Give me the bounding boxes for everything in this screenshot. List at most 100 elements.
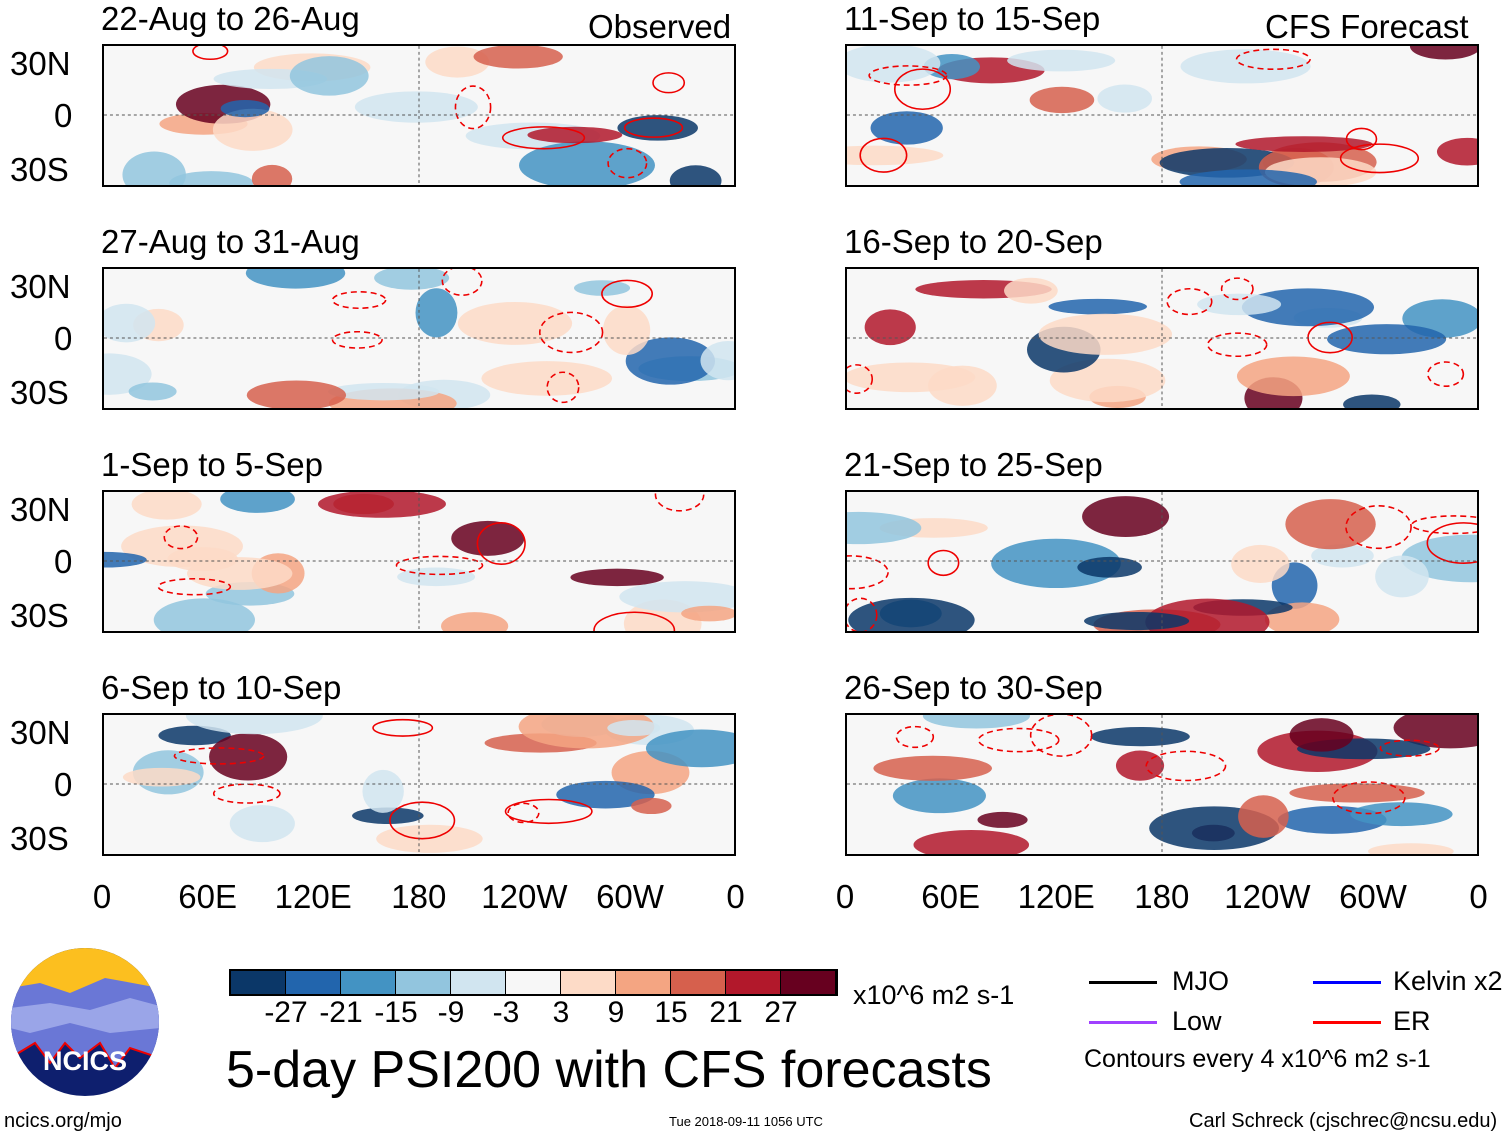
footer-timestamp: Tue 2018-09-11 1056 UTC: [669, 1114, 823, 1129]
footer-url[interactable]: ncics.org/mjo: [4, 1110, 122, 1132]
legend-kelvin-line: [1313, 981, 1381, 984]
anomaly-blob: [1375, 555, 1429, 598]
er-contour: [593, 611, 676, 631]
anomaly-blob: [864, 309, 916, 346]
anomaly-blob: [185, 715, 323, 735]
anomaly-blob: [991, 538, 1121, 589]
colorbar-tick-label: 21: [709, 996, 743, 1029]
anomaly-blob: [131, 492, 202, 520]
anomaly-blob: [602, 305, 651, 355]
er-contour: [538, 311, 604, 354]
anomaly-blob: [481, 361, 613, 396]
colorbar-swatch: [231, 971, 286, 994]
anomaly-blob: [617, 115, 698, 141]
observed-panel-title: 22-Aug to 26-Aug: [101, 0, 360, 37]
er-contour: [1411, 515, 1477, 535]
lon-tick-label: 60E: [921, 878, 980, 915]
er-contour: [504, 798, 593, 825]
er-contour: [157, 578, 232, 596]
er-contour: [652, 72, 686, 94]
anomaly-blob: [847, 362, 976, 393]
anomaly-blob: [700, 340, 734, 381]
er-contour: [1379, 739, 1440, 757]
observed-panel-title: 27-Aug to 31-Aug: [101, 223, 360, 260]
anomaly-blob: [317, 492, 446, 518]
anomaly-blob: [251, 164, 293, 185]
colorbar-swatch: [506, 971, 561, 994]
anomaly-blob: [374, 269, 450, 290]
svg-text:NCICS: NCICS: [43, 1046, 127, 1076]
anomaly-blob: [327, 382, 440, 401]
er-contour: [192, 46, 229, 61]
lon-tick-label: 0: [726, 878, 745, 915]
er-contour: [1345, 127, 1378, 151]
colorbar-tick-label: 9: [607, 996, 625, 1029]
colorbar-swatch: [561, 971, 616, 994]
figure-title: 5-day PSI200 with CFS forecasts: [226, 1041, 992, 1099]
anomaly-blob: [362, 769, 404, 813]
lat-tick-label: 30S: [10, 597, 69, 634]
anomaly-blob: [847, 511, 922, 545]
er-contour: [389, 801, 456, 840]
er-contour: [1345, 505, 1412, 550]
er-contour: [847, 364, 874, 394]
anomaly-blob: [1180, 49, 1311, 84]
anomaly-blob: [220, 492, 295, 513]
lon-tick-label: 180: [391, 878, 447, 915]
anomaly-blob: [229, 805, 295, 843]
observed-map-panel: [102, 490, 736, 633]
colorbar-tick-label: -21: [319, 996, 363, 1029]
anomaly-blob: [122, 767, 201, 787]
colorbar-swatch: [396, 971, 451, 994]
anomaly-blob: [645, 729, 734, 768]
er-contour: [868, 65, 948, 86]
anomaly-blob: [681, 605, 734, 622]
lat-tick-label: 30S: [10, 820, 69, 857]
anomaly-blob: [186, 557, 293, 590]
lon-tick-label: 120E: [274, 878, 352, 915]
legend-kelvin: Kelvin x2: [1393, 966, 1503, 996]
legend-low-line: [1089, 1021, 1157, 1024]
colorbar-swatch: [726, 971, 781, 994]
er-contour: [1426, 522, 1477, 564]
colorbar-tick-label: -3: [492, 996, 520, 1029]
er-contour: [895, 725, 935, 749]
colorbar-tick-label: -15: [374, 996, 418, 1029]
er-contour: [1145, 750, 1227, 782]
ncics-logo: NCICS: [11, 948, 159, 1096]
colorbar-swatch: [451, 971, 506, 994]
lat-tick-label: 0: [54, 766, 73, 803]
anomaly-blob: [245, 269, 346, 289]
observed-panel-title: 1-Sep to 5-Sep: [101, 446, 323, 483]
colorbar-tick-label: 15: [654, 996, 688, 1029]
anomaly-blob: [1004, 277, 1058, 304]
colorbar-tick-label: -27: [264, 996, 308, 1029]
observed-map-panel: [102, 713, 736, 856]
anomaly-blob: [1238, 795, 1289, 838]
legend-mjo: MJO: [1172, 966, 1229, 996]
anomaly-blob: [153, 598, 255, 631]
lon-tick-label: 0: [92, 878, 112, 915]
colorbar-tick-label: 3: [552, 996, 570, 1029]
er-contour: [1339, 143, 1420, 174]
forecast-panel-title: 16-Sep to 20-Sep: [844, 223, 1103, 260]
forecast-map-panel: [845, 713, 1479, 856]
er-contour: [623, 117, 684, 138]
anomaly-blob: [847, 145, 944, 166]
er-contour: [601, 279, 654, 309]
anomaly-blob: [1084, 611, 1190, 631]
anomaly-blob: [1097, 84, 1152, 113]
er-contour: [927, 549, 960, 577]
anomaly-blob: [246, 380, 347, 408]
anomaly-blob: [1289, 718, 1354, 752]
er-contour: [331, 291, 387, 310]
lat-tick-label: 30N: [10, 714, 71, 751]
anomaly-blob: [1327, 324, 1447, 355]
anomaly-blob: [425, 46, 490, 78]
anomaly-blob: [1289, 783, 1425, 803]
anomaly-blob: [169, 171, 254, 185]
colorbar-swatch: [286, 971, 341, 994]
lat-tick-label: 30N: [10, 45, 71, 82]
anomaly-blob: [1311, 544, 1374, 568]
